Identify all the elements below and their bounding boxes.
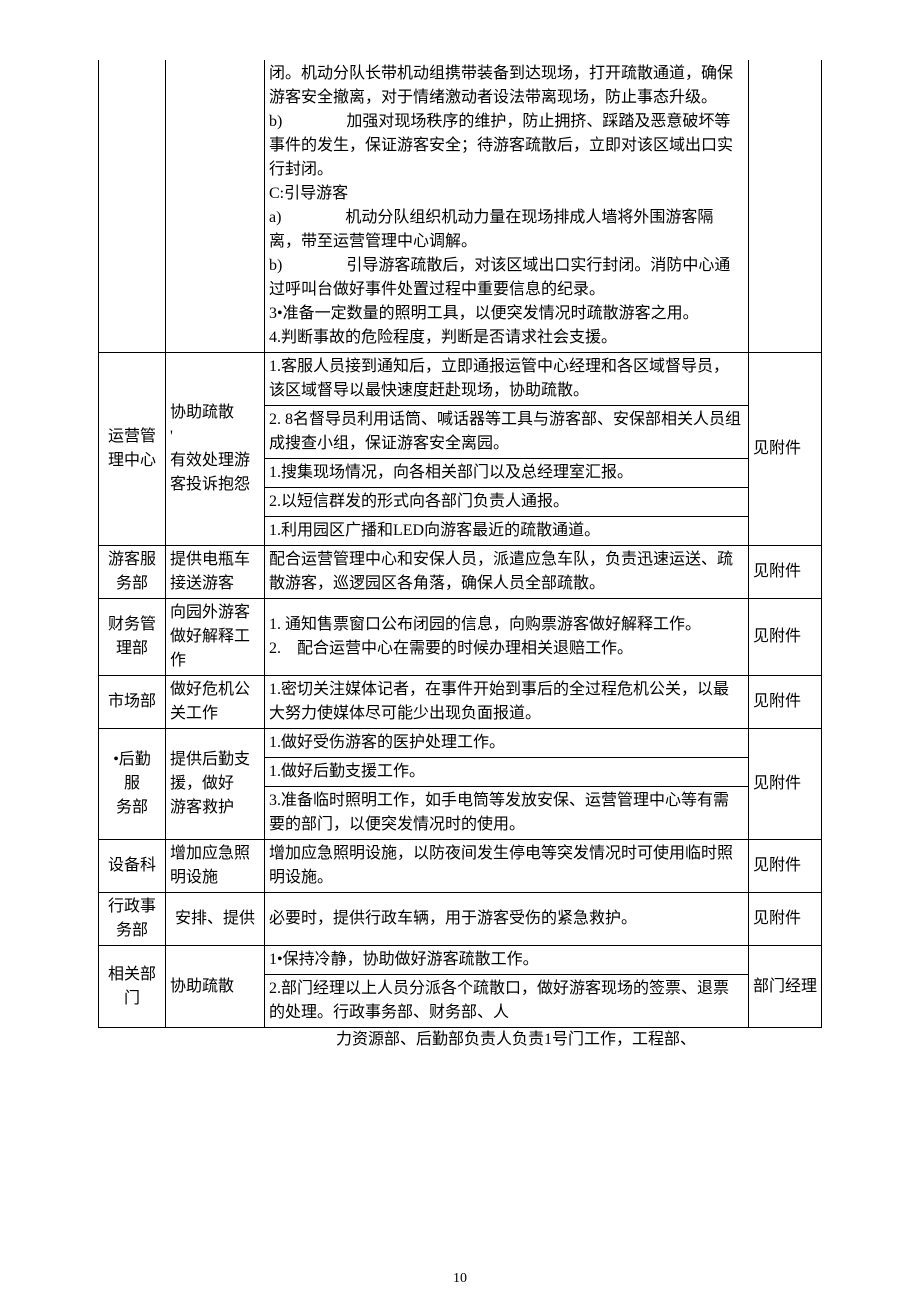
content-cell-rel-0: 1•保持冷静，协助做好游客疏散工作。	[265, 946, 749, 975]
content-cell-ops-3: 2.以短信群发的形式向各部门负责人通报。	[265, 488, 749, 517]
dept-cell-logistics: •后勤 服 务部	[99, 729, 166, 840]
duty-cell-related: 协助疏散	[166, 946, 265, 1028]
ref-cell-logistics: 见附件	[749, 729, 822, 840]
dept-cell-market: 市场部	[99, 676, 166, 729]
duty-cell-ops: 协助疏散 ' 有效处理游客投诉抱怨	[166, 353, 265, 546]
duty-cell-equip: 增加应急照明设施	[166, 840, 265, 893]
content-cell-log-2: 3.准备临时照明工作，如手电筒等发放安保、运营管理中心等有需要的部门，以便突发情…	[265, 787, 749, 840]
content-cell-market: 1.密切关注媒体记者，在事件开始到事后的全过程危机公关，以最大努力使媒体尽可能少…	[265, 676, 749, 729]
duty-cell-cont	[166, 60, 265, 353]
duty-cell-market: 做好危机公关工作	[166, 676, 265, 729]
dept-cell-cont	[99, 60, 166, 353]
duty-cell-finance: 向园外游客做好解释工作	[166, 599, 265, 676]
dept-cell-ops: 运营管理中心	[99, 353, 166, 546]
dept-cell-guest: 游客服务部	[99, 546, 166, 599]
dept-cell-related: 相关部门	[99, 946, 166, 1028]
duty-cell-admin: 安排、提供	[166, 893, 265, 946]
dept-cell-admin: 行政事务部	[99, 893, 166, 946]
duty-cell-logistics: 提供后勤支援，做好 游客救护	[166, 729, 265, 840]
ref-cell-admin: 见附件	[749, 893, 822, 946]
content-cell-log-0: 1.做好受伤游客的医护处理工作。	[265, 729, 749, 758]
ref-cell-cont	[749, 60, 822, 353]
ref-cell-equip: 见附件	[749, 840, 822, 893]
content-cell-ops-1: 2. 8名督导员利用话筒、喊话器等工具与游客部、安保部相关人员组成搜查小组，保证…	[265, 406, 749, 459]
content-cell-admin: 必要时，提供行政车辆，用于游客受伤的紧急救护。	[265, 893, 749, 946]
overflow-text: 力资源部、后勤部负责人负责1号门工作，工程部、	[98, 1028, 822, 1052]
page-number: 10	[0, 1268, 920, 1289]
ref-cell-related: 部门经理	[749, 946, 822, 1028]
content-cell-guest: 配合运营管理中心和安保人员，派遣应急车队，负责迅速运送、疏散游客，巡逻园区各角落…	[265, 546, 749, 599]
content-cell-log-1: 1.做好后勤支援工作。	[265, 758, 749, 787]
dept-cell-finance: 财务管理部	[99, 599, 166, 676]
duty-cell-guest: 提供电瓶车接送游客	[166, 546, 265, 599]
content-cell-equip: 增加应急照明设施，以防夜间发生停电等突发情况时可使用临时照明设施。	[265, 840, 749, 893]
content-cell-ops-0: 1.客服人员接到通知后，立即通报运管中心经理和各区域督导员，该区域督导以最快速度…	[265, 353, 749, 406]
ref-cell-finance: 见附件	[749, 599, 822, 676]
ref-cell-guest: 见附件	[749, 546, 822, 599]
dept-cell-equip: 设备科	[99, 840, 166, 893]
content-cell-rel-1: 2.部门经理以上人员分派各个疏散口，做好游客现场的签票、退票的处理。行政事务部、…	[265, 975, 749, 1028]
content-cell-finance: 1. 通知售票窗口公布闭园的信息，向购票游客做好解释工作。 2. 配合运营中心在…	[265, 599, 749, 676]
procedures-table: 闭。机动分队长带机动组携带装备到达现场，打开疏散通道，确保游客安全撤离，对于情绪…	[98, 60, 822, 1028]
content-cell-ops-2: 1.搜集现场情况，向各相关部门以及总经理室汇报。	[265, 459, 749, 488]
content-cell-cont: 闭。机动分队长带机动组携带装备到达现场，打开疏散通道，确保游客安全撤离，对于情绪…	[265, 60, 749, 353]
ref-cell-market: 见附件	[749, 676, 822, 729]
content-cell-ops-4: 1.利用园区广播和LED向游客最近的疏散通道。	[265, 517, 749, 546]
ref-cell-ops: 见附件	[749, 353, 822, 546]
